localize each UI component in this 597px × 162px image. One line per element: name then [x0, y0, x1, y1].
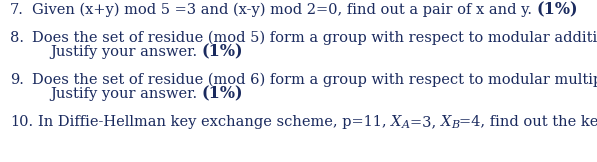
Text: (1%): (1%) [202, 43, 243, 60]
Text: =4, find out the key.: =4, find out the key. [459, 115, 597, 129]
Text: X: X [391, 115, 402, 129]
Text: =3,: =3, [410, 115, 441, 129]
Text: Justify your answer.: Justify your answer. [50, 87, 202, 101]
Text: B: B [451, 120, 459, 130]
Text: 7.: 7. [10, 3, 24, 17]
Text: 9.: 9. [10, 73, 24, 87]
Text: A: A [402, 120, 410, 130]
Text: (1%): (1%) [202, 85, 243, 102]
Text: Does the set of residue (mod 6) form a group with respect to modular multiplicat: Does the set of residue (mod 6) form a g… [32, 73, 597, 87]
Text: Given (x+y) mod 5 =3 and (x-y) mod 2=0, find out a pair of x and y.: Given (x+y) mod 5 =3 and (x-y) mod 2=0, … [32, 3, 537, 17]
Text: 10.: 10. [10, 115, 33, 129]
Text: 8.: 8. [10, 31, 24, 45]
Text: (1%): (1%) [537, 1, 578, 18]
Text: Does the set of residue (mod 5) form a group with respect to modular addition?: Does the set of residue (mod 5) form a g… [32, 31, 597, 45]
Text: X: X [441, 115, 451, 129]
Text: In Diffie-Hellman key exchange scheme, p=11,: In Diffie-Hellman key exchange scheme, p… [38, 115, 391, 129]
Text: Justify your answer.: Justify your answer. [50, 45, 202, 59]
